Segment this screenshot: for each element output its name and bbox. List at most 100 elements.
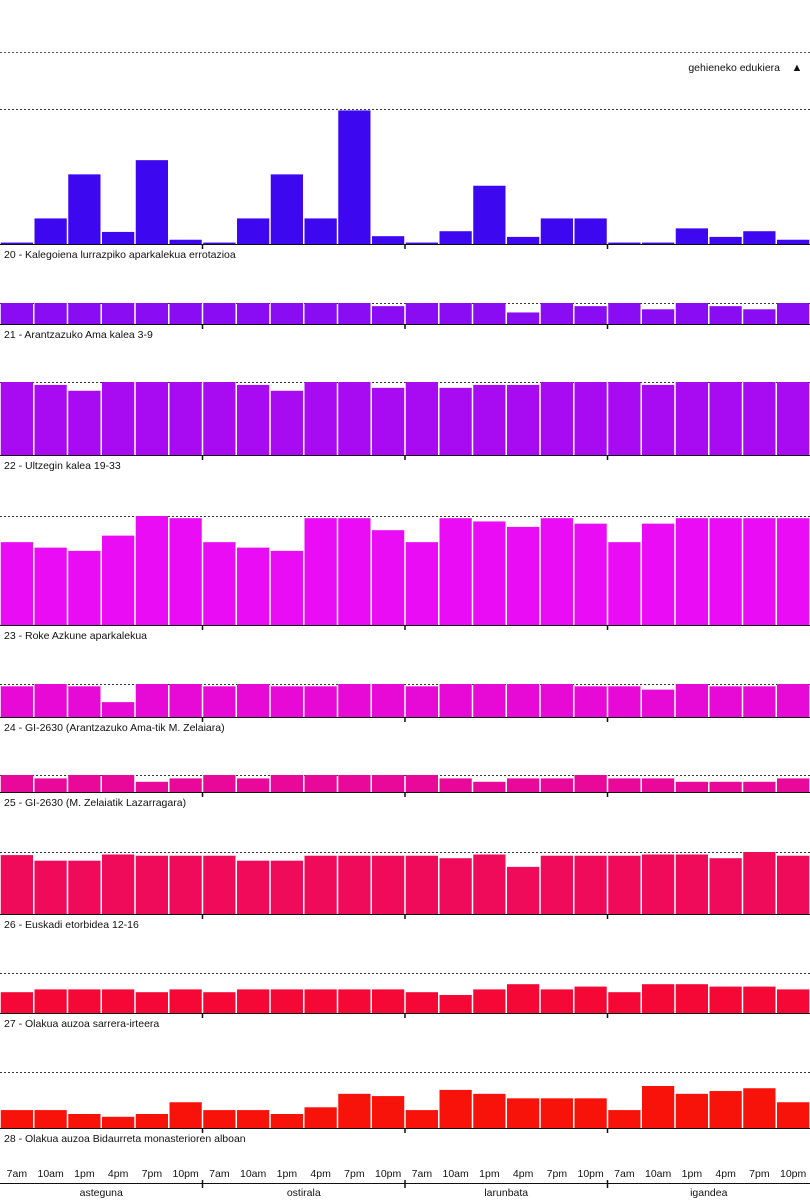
bar	[574, 986, 607, 1013]
bar	[338, 303, 371, 324]
bar	[203, 855, 236, 914]
bar	[507, 526, 540, 625]
bar	[135, 684, 168, 717]
bar	[507, 866, 540, 914]
bar	[102, 775, 135, 792]
bar	[304, 989, 337, 1013]
bar	[169, 382, 202, 455]
bar	[608, 242, 641, 244]
bar	[169, 855, 202, 914]
bar	[675, 984, 708, 1013]
bar	[642, 1086, 675, 1128]
hour-tick-label: 10pm	[375, 1168, 402, 1180]
bar	[540, 684, 573, 717]
bar	[439, 778, 472, 792]
bar	[102, 231, 135, 244]
hour-tick-label: 10pm	[172, 1168, 199, 1180]
bar	[102, 989, 135, 1013]
bar	[237, 684, 270, 717]
bar	[135, 303, 168, 324]
bar	[405, 242, 438, 244]
hour-tick-label: 7pm	[142, 1168, 163, 1180]
bar	[439, 518, 472, 625]
series-label: 26 - Euskadi etorbidea 12-16	[4, 919, 139, 931]
bar	[102, 303, 135, 324]
bar	[68, 174, 101, 244]
bar	[304, 1107, 337, 1128]
bar	[642, 523, 675, 625]
bar	[574, 218, 607, 244]
bar	[439, 995, 472, 1013]
bar	[237, 989, 270, 1013]
bar	[608, 686, 641, 717]
series-panel: 20 - Kalegoiena lurrazpiko aparkalekua e…	[0, 109, 810, 261]
bar	[0, 542, 33, 625]
bar	[675, 781, 708, 792]
hour-tick-label: 7pm	[749, 1168, 770, 1180]
bar	[642, 689, 675, 717]
bar	[237, 303, 270, 324]
bar	[777, 518, 810, 625]
hour-tick-label: 7am	[614, 1168, 635, 1180]
bar	[338, 989, 371, 1013]
bar	[270, 303, 303, 324]
bar	[34, 860, 67, 914]
series-panel: 23 - Roke Azkune aparkalekua	[0, 516, 810, 642]
series-panel: 21 - Arantzazuko Ama kalea 3-9	[0, 303, 810, 341]
bar	[372, 1096, 405, 1128]
hour-tick-label: 7am	[7, 1168, 28, 1180]
bar	[675, 518, 708, 625]
bar	[777, 382, 810, 455]
bar	[169, 778, 202, 792]
bar	[574, 382, 607, 455]
bar	[372, 775, 405, 792]
bar	[574, 775, 607, 792]
day-label: igandea	[690, 1187, 728, 1199]
hour-tick-label: 7pm	[344, 1168, 365, 1180]
bar	[304, 218, 337, 244]
hour-tick-label: 10am	[442, 1168, 469, 1180]
bar	[135, 516, 168, 625]
bar	[270, 1114, 303, 1128]
hour-tick-label: 4pm	[513, 1168, 534, 1180]
bar	[237, 778, 270, 792]
bar	[473, 384, 506, 455]
hour-tick-label: 7am	[209, 1168, 230, 1180]
bar	[608, 778, 641, 792]
bar	[540, 1098, 573, 1128]
bar	[405, 542, 438, 625]
bar	[574, 523, 607, 625]
bar	[405, 992, 438, 1013]
bar	[608, 303, 641, 324]
bar	[709, 518, 742, 625]
hour-tick-label: 10am	[37, 1168, 64, 1180]
bar	[743, 518, 776, 625]
bar	[270, 390, 303, 455]
bar	[709, 1091, 742, 1128]
bar	[743, 382, 776, 455]
bar	[34, 1110, 67, 1128]
bar	[743, 986, 776, 1013]
hour-tick-label: 1pm	[277, 1168, 298, 1180]
bar	[135, 160, 168, 244]
bar	[270, 860, 303, 914]
bar	[135, 382, 168, 455]
hour-tick-label: 1pm	[479, 1168, 500, 1180]
bar	[0, 992, 33, 1013]
hour-tick-label: 4pm	[715, 1168, 736, 1180]
bar	[574, 855, 607, 914]
panels: 20 - Kalegoiena lurrazpiko aparkalekua e…	[0, 109, 810, 1145]
bar	[405, 1110, 438, 1128]
bar	[237, 860, 270, 914]
bar	[372, 236, 405, 244]
hour-tick-label: 1pm	[74, 1168, 95, 1180]
hour-tick-label: 7am	[412, 1168, 433, 1180]
bar	[304, 382, 337, 455]
bar	[743, 781, 776, 792]
bar	[68, 390, 101, 455]
hour-tick-label: 4pm	[310, 1168, 331, 1180]
bar	[203, 992, 236, 1013]
bar	[405, 686, 438, 717]
bar	[642, 309, 675, 324]
series-label: 27 - Olakua auzoa sarrera-irteera	[4, 1018, 159, 1030]
